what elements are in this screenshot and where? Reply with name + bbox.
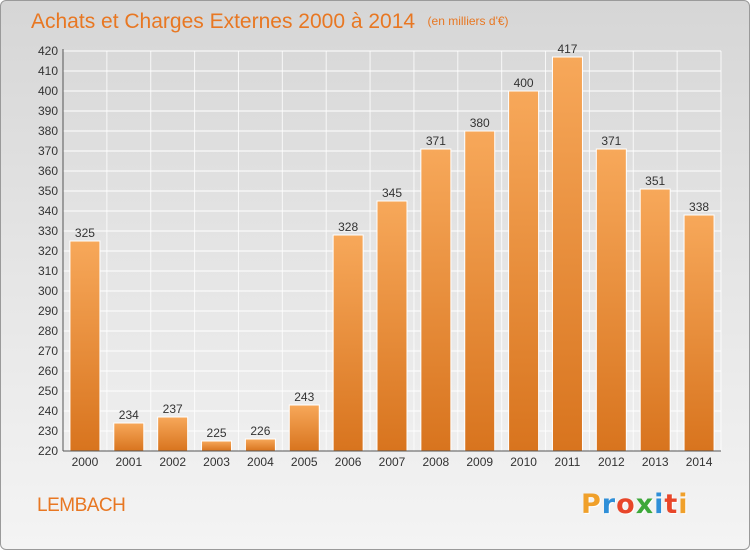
y-tick-label: 330	[38, 224, 58, 238]
y-tick-label: 340	[38, 204, 58, 218]
x-tick-label: 2004	[247, 455, 274, 469]
data-label: 325	[75, 226, 95, 240]
logo-letter: i	[678, 489, 689, 520]
y-tick-label: 240	[38, 404, 58, 418]
data-label: 371	[426, 134, 446, 148]
y-tick-label: 360	[38, 164, 58, 178]
bar-2014	[683, 214, 715, 452]
y-tick-label: 270	[38, 344, 58, 358]
bar-2003	[201, 440, 233, 452]
bar-2004	[244, 438, 276, 452]
proxiti-logo[interactable]: Proxiti	[581, 489, 689, 520]
bars	[69, 56, 715, 452]
data-label: 226	[250, 424, 270, 438]
data-label: 338	[689, 200, 709, 214]
x-tick-label: 2000	[72, 455, 99, 469]
bar-2005	[288, 404, 320, 452]
bar-2012	[595, 148, 627, 452]
y-tick-label: 420	[38, 44, 58, 58]
logo-letter: o	[616, 489, 636, 520]
commune-name: LEMBACH	[37, 495, 126, 516]
data-label: 417	[557, 42, 577, 56]
logo-letter: P	[581, 489, 602, 520]
y-tick-label: 290	[38, 304, 58, 318]
y-tick-label: 250	[38, 384, 58, 398]
data-label: 371	[601, 134, 621, 148]
bar-2000	[69, 240, 101, 452]
logo-letter: r	[601, 489, 617, 520]
bar-2006	[332, 234, 364, 452]
y-tick-label: 400	[38, 84, 58, 98]
x-tick-label: 2002	[159, 455, 186, 469]
chart-title: Achats et Charges Externes 2000 à 2014 (…	[31, 7, 509, 35]
data-label: 243	[294, 390, 314, 404]
y-tick-label: 410	[38, 64, 58, 78]
logo-letter: i	[654, 489, 665, 520]
x-tick-label: 2003	[203, 455, 230, 469]
y-tick-label: 390	[38, 104, 58, 118]
axes: 220 230 240 250 260 270 280 290 300 310 320 330 340 3…	[38, 42, 721, 469]
y-tick-label: 350	[38, 184, 58, 198]
logo-letter: x	[635, 489, 655, 520]
x-tick-label: 2007	[379, 455, 406, 469]
x-tick-label: 2011	[555, 455, 581, 469]
x-tick-label: 2013	[642, 455, 669, 469]
title-text: Achats et Charges Externes 2000 à 2014	[31, 10, 416, 33]
x-tick-label: 2009	[466, 455, 493, 469]
data-label: 345	[382, 186, 402, 200]
x-tick-label: 2014	[686, 455, 713, 469]
bar-2007	[376, 200, 408, 452]
bar-2001	[113, 422, 145, 452]
y-tick-label: 280	[38, 324, 58, 338]
x-tick-label: 2010	[510, 455, 537, 469]
bar-2008	[420, 148, 452, 452]
y-tick-label: 230	[38, 424, 58, 438]
data-label: 380	[470, 116, 490, 130]
x-tick-label: 2012	[598, 455, 625, 469]
data-label: 234	[119, 408, 139, 422]
bar-2013	[639, 188, 671, 452]
bar-2009	[464, 130, 496, 452]
logo-letter: t	[664, 489, 679, 520]
bar-2010	[508, 90, 540, 452]
bar-2011	[551, 56, 583, 452]
y-tick-label: 320	[38, 244, 58, 258]
data-label: 328	[338, 220, 358, 234]
y-tick-label: 300	[38, 284, 58, 298]
y-tick-label: 260	[38, 364, 58, 378]
bar-2002	[157, 416, 189, 452]
x-tick-label: 2001	[115, 455, 142, 469]
unit-note: (en milliers d'€)	[427, 14, 509, 28]
data-label: 237	[163, 402, 183, 416]
data-label: 225	[207, 426, 227, 440]
data-label: 351	[645, 174, 665, 188]
x-tick-label: 2008	[423, 455, 450, 469]
x-tick-label: 2006	[335, 455, 362, 469]
y-tick-label: 370	[38, 144, 58, 158]
y-tick-label: 310	[38, 264, 58, 278]
y-tick-label: 220	[38, 444, 58, 458]
x-tick-label: 2005	[291, 455, 318, 469]
data-label: 400	[514, 76, 534, 90]
y-tick-label: 380	[38, 124, 58, 138]
